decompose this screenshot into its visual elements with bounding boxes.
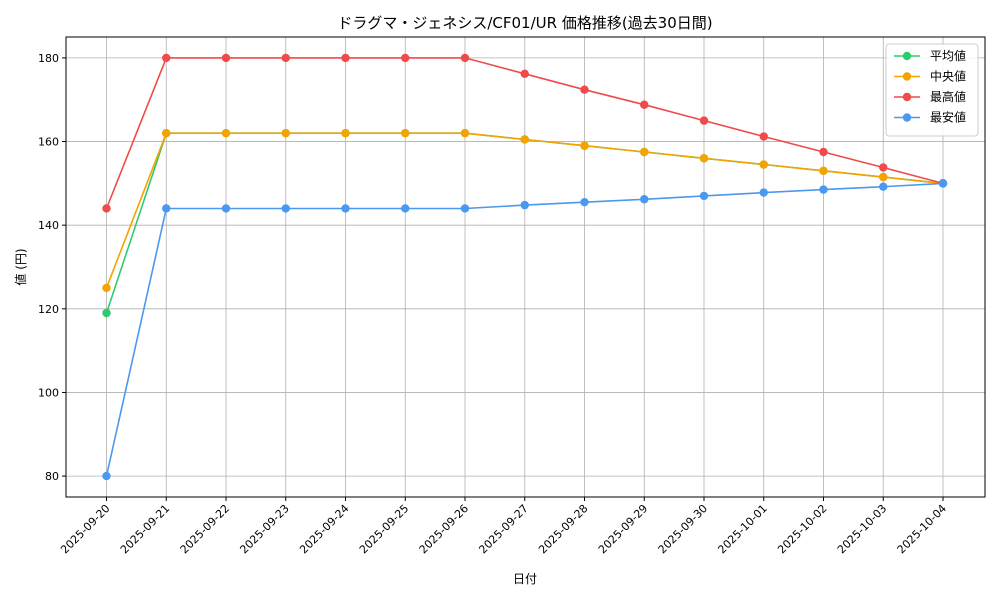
x-tick-label: 2025-09-27: [476, 502, 530, 556]
y-tick-label: 120: [38, 303, 59, 316]
x-tick-label: 2025-09-29: [596, 502, 650, 556]
series: [102, 53, 948, 481]
x-tick-label: 2025-09-23: [237, 502, 291, 556]
series-3: [102, 179, 948, 481]
legend-item: 中央値: [894, 69, 966, 84]
x-tick-label: 2025-09-26: [417, 502, 471, 556]
series-1: [102, 128, 948, 293]
data-point: [341, 53, 350, 63]
data-point: [699, 191, 709, 201]
x-tick-label: 2025-09-24: [297, 502, 351, 556]
data-point: [221, 204, 231, 213]
x-tick-label: 2025-10-04: [895, 502, 949, 556]
legend-marker: [902, 113, 912, 122]
data-point: [102, 204, 111, 213]
data-point: [162, 128, 171, 138]
data-point: [640, 147, 649, 157]
data-point: [819, 166, 828, 176]
data-point: [401, 204, 410, 213]
data-point: [460, 53, 470, 63]
data-point: [520, 200, 529, 210]
data-point: [281, 204, 290, 213]
legend-box: [885, 43, 979, 137]
grid: [66, 37, 985, 497]
data-point: [162, 53, 171, 63]
data-point: [401, 53, 410, 63]
data-point: [640, 100, 649, 109]
data-point: [460, 128, 470, 138]
legend-label: 中央値: [930, 69, 966, 84]
y-tick-label: 180: [38, 52, 59, 65]
x-tick-label: 2025-09-25: [357, 502, 411, 556]
data-point: [102, 471, 111, 481]
data-point: [520, 135, 529, 144]
data-point: [162, 204, 171, 213]
legend-marker: [902, 51, 912, 61]
data-point: [401, 128, 410, 138]
legend-label: 最高値: [930, 89, 966, 104]
data-point: [281, 128, 290, 138]
x-tick-label: 2025-09-30: [656, 502, 710, 556]
axes: 2025-09-20 2025-09-21 2025-09-22 2025-09-23…: [38, 52, 949, 556]
x-tick-label: 2025-10-02: [775, 502, 829, 556]
data-point: [341, 204, 350, 213]
data-point: [819, 147, 828, 157]
x-tick-label: 2025-10-01: [715, 502, 769, 556]
x-tick-label: 2025-09-28: [536, 502, 590, 556]
chart-title: ドラグマ・ジェネシス/CF01/UR 価格推移(過去30日間): [337, 14, 712, 32]
plot-frame: [65, 36, 986, 498]
data-point: [580, 197, 589, 207]
legend-marker: [902, 72, 912, 81]
legend-item: 最高値: [894, 89, 966, 104]
data-point: [759, 160, 768, 169]
data-point: [221, 128, 231, 138]
data-point: [640, 195, 649, 204]
data-point: [221, 53, 231, 63]
data-point: [520, 69, 529, 79]
data-point: [102, 283, 111, 293]
data-point: [341, 128, 350, 138]
x-tick-label: 2025-09-22: [178, 502, 232, 556]
legend-marker: [902, 92, 912, 102]
y-tick-label: 80: [45, 470, 59, 483]
data-point: [460, 204, 470, 213]
data-point: [759, 132, 768, 141]
y-tick-label: 140: [38, 219, 59, 232]
data-point: [879, 163, 888, 172]
x-tick-label: 2025-09-20: [58, 502, 112, 556]
x-tick-label: 2025-09-21: [118, 502, 172, 556]
legend-item: 平均値: [894, 48, 966, 63]
data-point: [580, 141, 589, 150]
data-point: [938, 179, 948, 188]
data-point: [281, 53, 290, 63]
legend-label: 最安値: [930, 110, 966, 125]
y-axis-label: 値 (円): [13, 248, 28, 285]
legend-label: 平均値: [930, 48, 966, 63]
y-tick-label: 100: [38, 386, 59, 399]
legend-item: 最安値: [894, 110, 966, 125]
data-point: [879, 172, 888, 182]
data-point: [819, 185, 828, 194]
y-tick-label: 160: [38, 136, 59, 149]
data-point: [759, 188, 768, 197]
data-point: [699, 154, 709, 163]
x-axis-label: 日付: [513, 572, 537, 586]
data-point: [879, 182, 888, 191]
data-point: [699, 116, 709, 125]
data-point: [102, 308, 111, 318]
data-point: [580, 85, 589, 94]
x-tick-label: 2025-10-03: [835, 502, 889, 556]
